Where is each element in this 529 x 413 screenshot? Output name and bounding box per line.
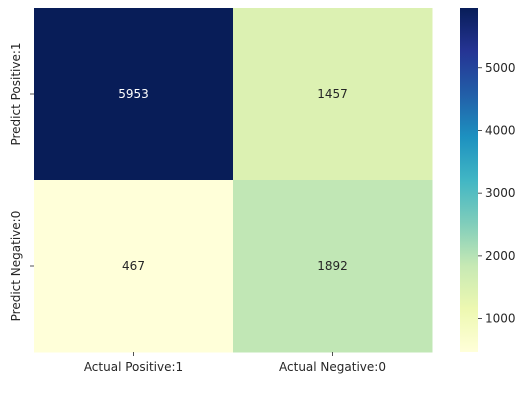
- heatmap-cell: [34, 180, 234, 353]
- heatmap-cell: [34, 8, 234, 181]
- y-tick-label: Predict Negative:0: [9, 211, 23, 322]
- heatmap-cell-labels: 5953 1457 467 1892: [118, 87, 348, 273]
- colorbar-tick-label: 5000: [485, 61, 516, 75]
- colorbar-tick-label: 4000: [485, 123, 516, 137]
- y-tick-label: Predict Positive:1: [9, 42, 23, 145]
- x-axis: Actual Positive:1 Actual Negative:0: [84, 352, 386, 374]
- colorbar-tick-label: 2000: [485, 249, 516, 263]
- heatmap-cell-value: 5953: [118, 87, 149, 101]
- heatmap-cells: [34, 8, 433, 353]
- x-tick-label: Actual Negative:0: [279, 360, 386, 374]
- colorbar-tick-label: 1000: [485, 312, 516, 326]
- y-axis: Predict Positive:1 Predict Negative:0: [9, 42, 34, 321]
- colorbar-tick-label: 3000: [485, 186, 516, 200]
- heatmap-cell: [233, 180, 433, 353]
- x-tick-label: Actual Positive:1: [84, 360, 183, 374]
- heatmap-cell-value: 1892: [317, 259, 348, 273]
- heatmap-cell-value: 1457: [317, 87, 348, 101]
- colorbar: [460, 8, 478, 352]
- heatmap-cell-value: 467: [122, 259, 145, 273]
- colorbar-axis: 1000 2000 3000 4000 5000: [478, 61, 516, 326]
- heatmap-cell: [233, 8, 433, 181]
